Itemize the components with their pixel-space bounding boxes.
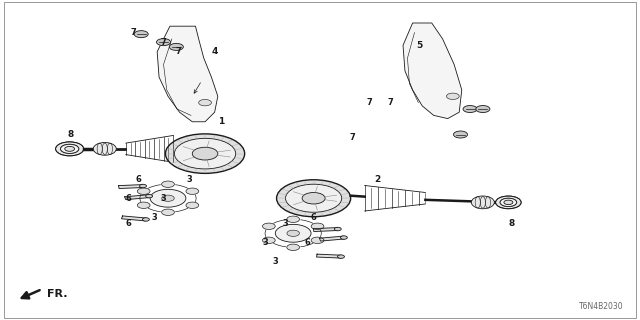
Text: 8: 8 [508, 219, 515, 228]
Text: 7: 7 [131, 28, 136, 37]
Circle shape [134, 31, 148, 38]
Text: 3: 3 [186, 175, 192, 184]
Circle shape [174, 138, 236, 169]
Text: 6: 6 [304, 238, 310, 247]
Text: 6: 6 [310, 213, 317, 222]
Circle shape [61, 144, 79, 153]
Polygon shape [319, 236, 344, 241]
Circle shape [285, 184, 342, 212]
Polygon shape [118, 185, 143, 188]
Text: 7: 7 [161, 38, 166, 47]
Circle shape [166, 134, 244, 173]
Polygon shape [403, 23, 462, 119]
Circle shape [276, 180, 351, 217]
Text: 3: 3 [151, 213, 157, 222]
Circle shape [138, 202, 150, 208]
Circle shape [463, 106, 477, 113]
Circle shape [287, 216, 300, 222]
Circle shape [140, 184, 147, 188]
Circle shape [146, 195, 152, 198]
Text: T6N4B2030: T6N4B2030 [579, 302, 623, 311]
Text: 7: 7 [387, 98, 393, 107]
Circle shape [162, 195, 174, 201]
Ellipse shape [471, 196, 494, 209]
Circle shape [170, 44, 183, 50]
Circle shape [500, 198, 516, 206]
Circle shape [447, 93, 460, 100]
Text: 2: 2 [374, 175, 381, 184]
Text: 5: 5 [416, 41, 422, 50]
Polygon shape [314, 228, 338, 232]
Text: 7: 7 [349, 133, 355, 142]
Circle shape [340, 236, 348, 239]
Circle shape [162, 209, 174, 215]
Circle shape [262, 223, 275, 229]
Polygon shape [122, 216, 147, 221]
Text: 3: 3 [161, 194, 166, 203]
Circle shape [186, 188, 199, 195]
Circle shape [198, 100, 211, 106]
Text: 6: 6 [125, 219, 131, 228]
Circle shape [275, 224, 311, 242]
Circle shape [56, 142, 84, 156]
Circle shape [162, 181, 174, 188]
Circle shape [65, 146, 75, 151]
Circle shape [192, 147, 218, 160]
Ellipse shape [93, 142, 116, 155]
Circle shape [143, 218, 149, 221]
Text: FR.: FR. [47, 289, 67, 299]
Circle shape [334, 227, 341, 231]
Circle shape [186, 202, 199, 208]
Circle shape [287, 244, 300, 251]
Circle shape [337, 255, 344, 258]
Circle shape [138, 188, 150, 195]
Text: 7: 7 [367, 98, 372, 107]
Text: 6: 6 [125, 194, 131, 203]
Circle shape [495, 196, 521, 209]
Circle shape [150, 189, 186, 207]
Text: 4: 4 [211, 47, 218, 56]
Circle shape [454, 131, 467, 138]
Circle shape [311, 237, 324, 244]
Polygon shape [317, 254, 341, 258]
Text: 7: 7 [175, 47, 181, 56]
Circle shape [311, 223, 324, 229]
Circle shape [287, 230, 300, 236]
Text: 1: 1 [218, 117, 224, 126]
Circle shape [157, 39, 171, 46]
Polygon shape [157, 26, 218, 122]
Text: 3: 3 [263, 238, 269, 247]
Text: 6: 6 [135, 175, 141, 184]
Text: 3: 3 [273, 258, 278, 267]
Circle shape [504, 200, 513, 204]
Circle shape [262, 237, 275, 244]
Polygon shape [125, 195, 150, 200]
Text: 3: 3 [282, 219, 288, 228]
Circle shape [476, 106, 490, 113]
Text: 8: 8 [68, 130, 74, 139]
Circle shape [302, 193, 325, 204]
